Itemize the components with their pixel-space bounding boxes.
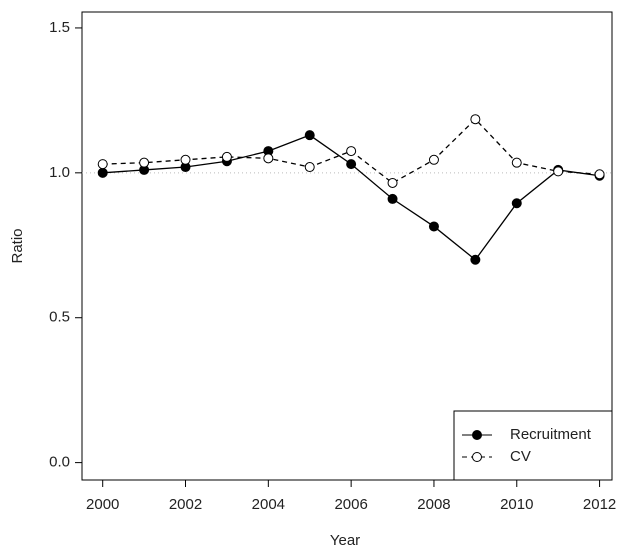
point [511,157,522,168]
y-tick-label: 0.5 [49,309,70,326]
plot-frame [81,11,613,481]
y-tick-label: 1.0 [49,164,70,181]
point [346,146,357,157]
point [304,130,315,141]
point [221,151,232,162]
point [97,159,108,170]
x-tick-label: 2002 [169,496,202,513]
point [428,221,439,232]
point [387,193,398,204]
legend-label: CV [510,448,531,465]
point [470,254,481,265]
legend-marker [472,452,482,462]
y-tick-label: 1.5 [49,19,70,36]
point [263,153,274,164]
point [97,167,108,178]
legend-box [453,410,613,481]
point [428,154,439,165]
x-axis-label: Year [330,532,360,549]
point [304,162,315,173]
x-tick-label: 2010 [500,496,533,513]
point [139,157,150,168]
point [511,198,522,209]
legend-label: Recruitment [510,426,592,443]
y-axis-label: Ratio [9,228,26,263]
x-tick-label: 2008 [417,496,450,513]
legend-marker [472,430,482,440]
point [346,159,357,170]
point [553,166,564,177]
x-tick-label: 2004 [252,496,285,513]
point [470,114,481,125]
point [594,169,605,180]
x-tick-label: 2006 [334,496,367,513]
point [387,177,398,188]
x-tick-label: 2000 [86,496,119,513]
x-tick-label: 2012 [583,496,616,513]
y-tick-label: 0.0 [49,454,70,471]
point [180,154,191,165]
